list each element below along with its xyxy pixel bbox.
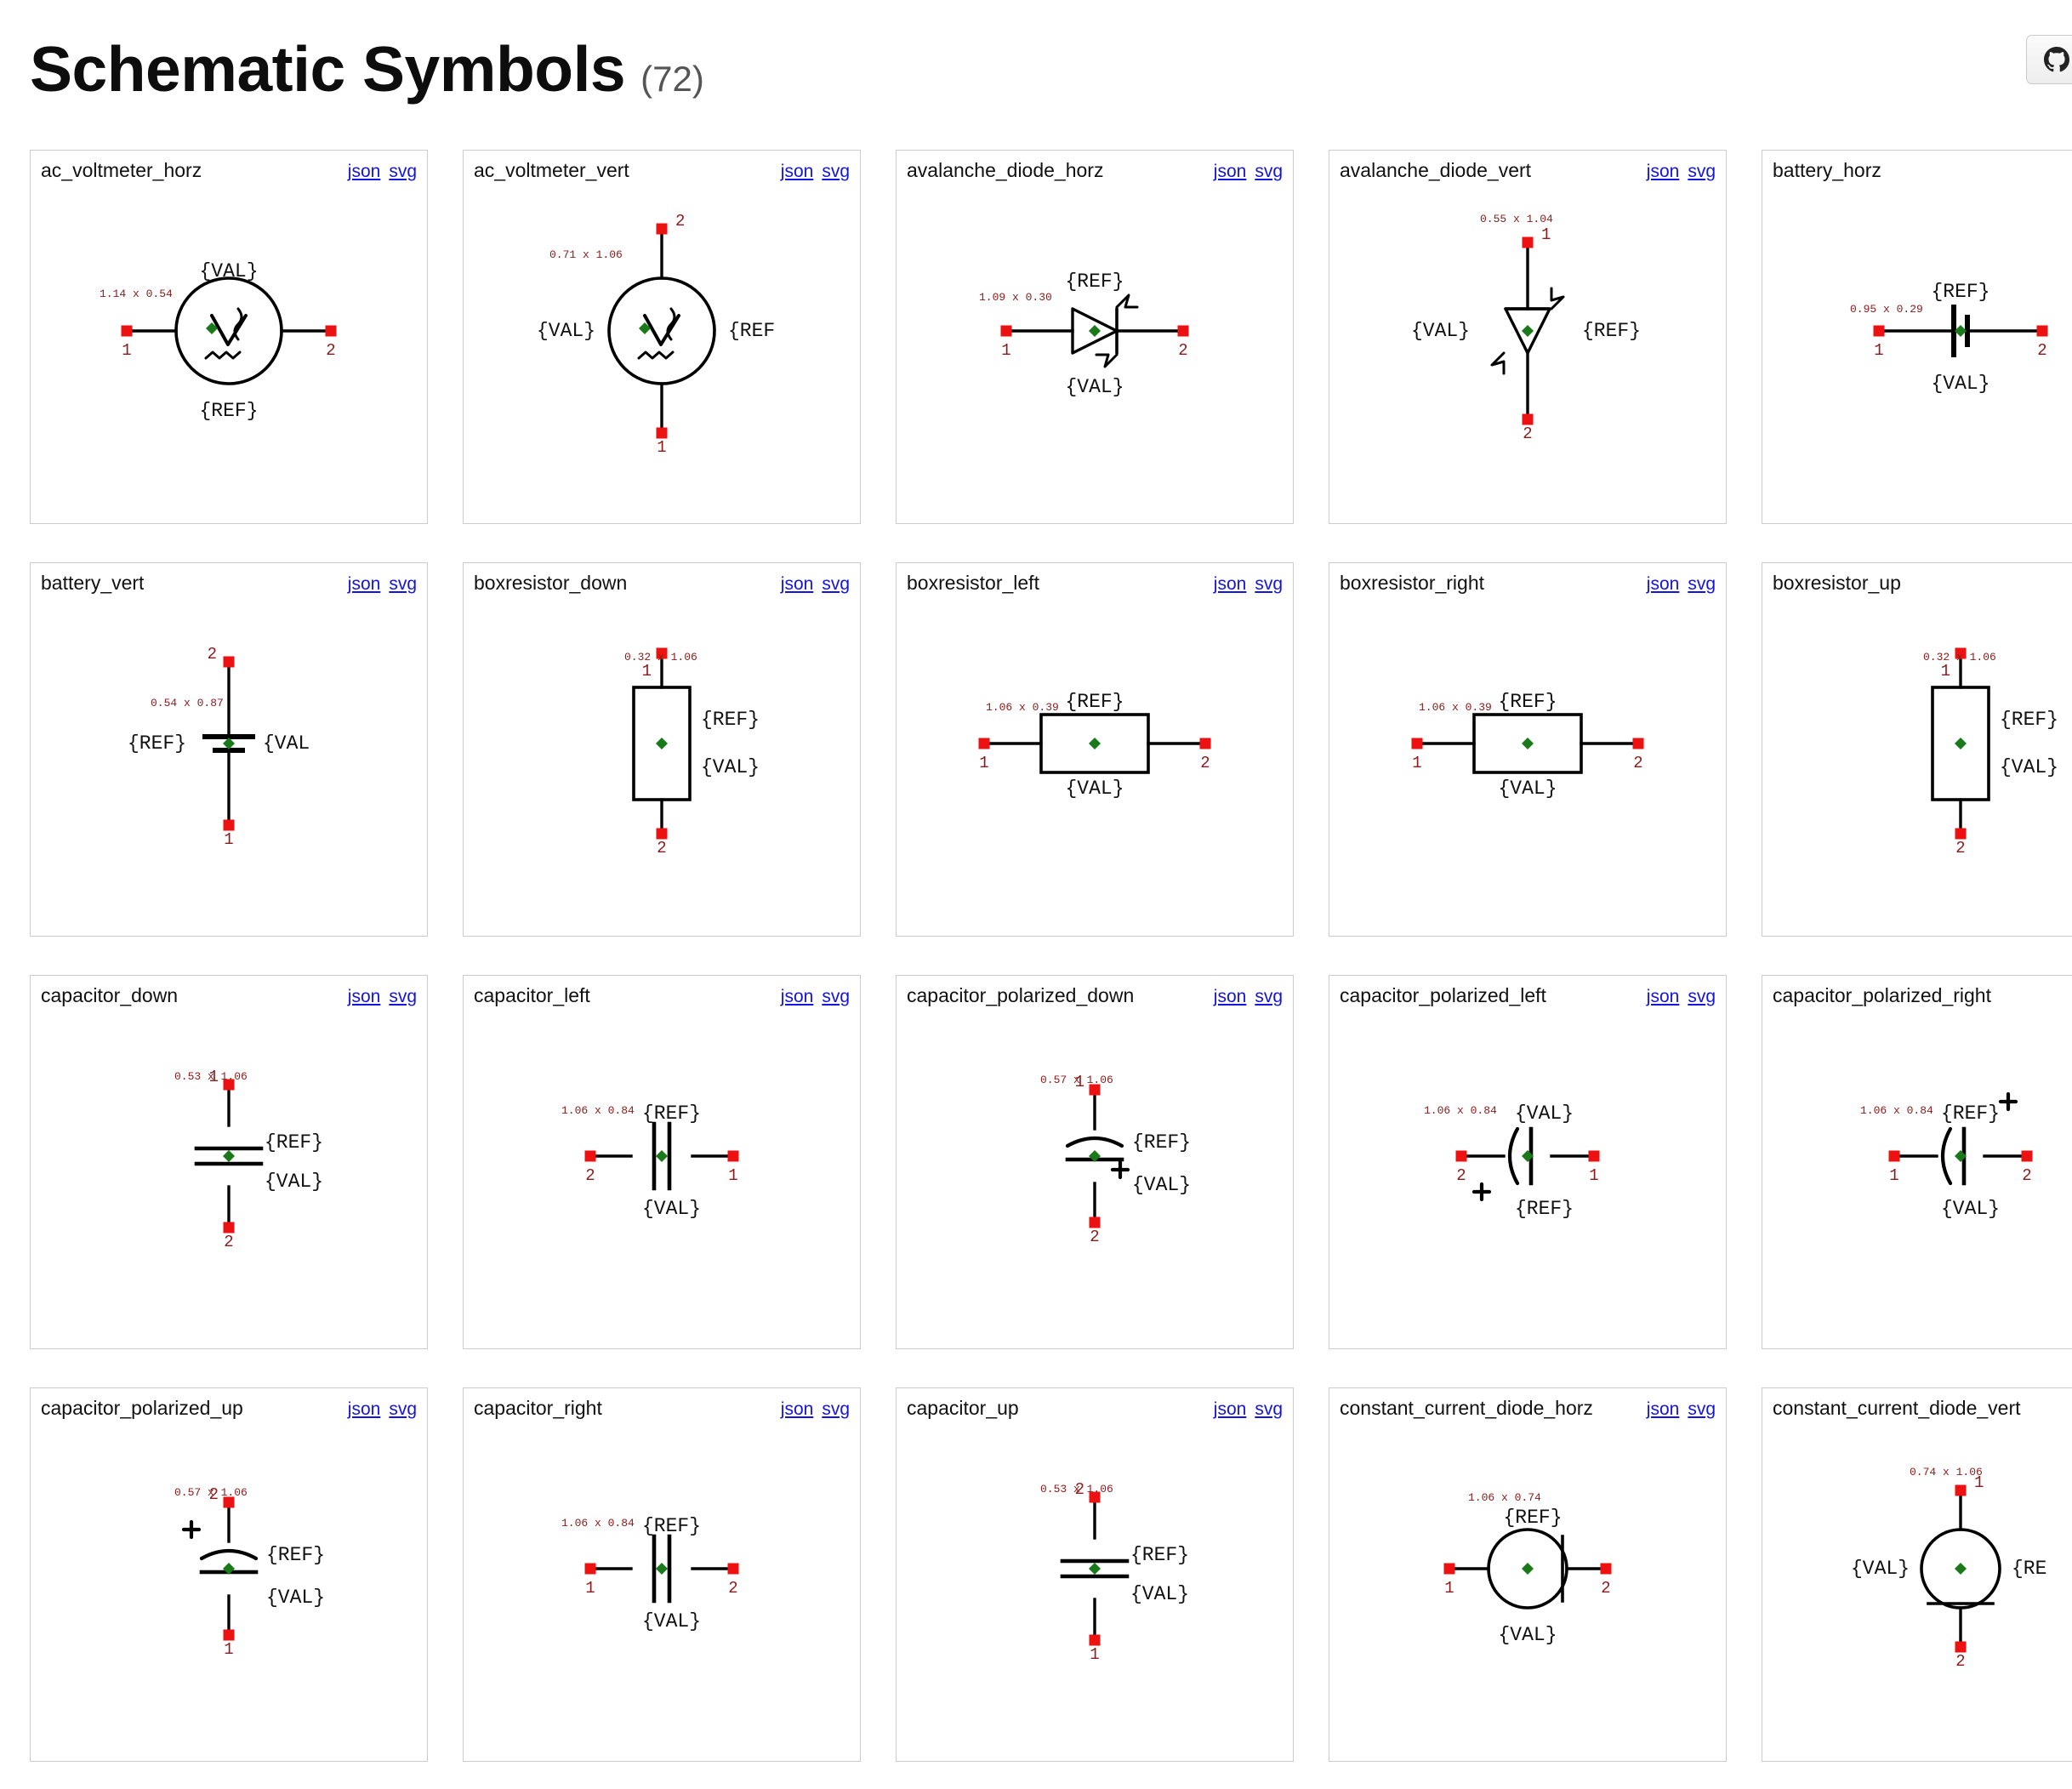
svg-text:{VAL}: {VAL} xyxy=(642,1198,701,1220)
svg-text:{VAL}: {VAL} xyxy=(1130,1583,1189,1605)
svg-text:1.14 x 0.54: 1.14 x 0.54 xyxy=(100,288,173,300)
svg-text:{VAL}: {VAL} xyxy=(265,1171,323,1193)
svg-text:{VAL}: {VAL} xyxy=(266,1587,325,1609)
svg-text:0.32 x 1.06: 0.32 x 1.06 xyxy=(1923,651,1996,664)
svg-text:0.95 x 0.29: 0.95 x 0.29 xyxy=(1850,303,1923,316)
svg-text:2: 2 xyxy=(326,341,335,360)
svg-text:0.32 x 1.06: 0.32 x 1.06 xyxy=(624,651,697,664)
svg-text:2: 2 xyxy=(1200,754,1210,772)
svg-text:{VAL}: {VAL} xyxy=(701,756,760,778)
svg-text:{REF}: {REF} xyxy=(701,709,760,731)
svg-text:{VAL}: {VAL} xyxy=(642,1610,701,1632)
svg-text:{VAL}: {VAL} xyxy=(1411,320,1470,342)
svg-text:{REF}: {REF} xyxy=(266,1544,325,1566)
svg-text:1.06 x 0.84: 1.06 x 0.84 xyxy=(561,1517,635,1530)
svg-text:{REF}: {REF} xyxy=(1582,320,1641,342)
svg-text:1: 1 xyxy=(224,830,233,849)
svg-text:{VAL}: {VAL} xyxy=(1851,1558,1910,1580)
svg-text:{REF}: {REF} xyxy=(1941,1102,2000,1125)
svg-text:{VAL}: {VAL} xyxy=(1498,778,1557,800)
svg-text:2: 2 xyxy=(1955,1652,1965,1671)
svg-text:{REF}: {REF} xyxy=(2000,709,2058,731)
svg-text:1: 1 xyxy=(1412,754,1421,772)
svg-text:0.53 x 1.06: 0.53 x 1.06 xyxy=(1040,1483,1113,1496)
svg-text:{REF}: {REF} xyxy=(1065,691,1124,713)
svg-text:{REF}: {REF} xyxy=(128,732,186,755)
svg-text:2: 2 xyxy=(1523,424,1532,443)
svg-text:{REF}: {REF} xyxy=(642,1515,701,1537)
svg-text:1: 1 xyxy=(728,1166,737,1185)
svg-text:{REF}: {REF} xyxy=(1931,281,1989,303)
svg-text:2: 2 xyxy=(1955,839,1965,857)
svg-text:{REF: {REF xyxy=(728,320,775,342)
svg-text:{REF}: {REF} xyxy=(1503,1507,1562,1529)
svg-text:{RE: {RE xyxy=(2012,1558,2046,1580)
svg-text:{VAL}: {VAL} xyxy=(1065,376,1124,398)
svg-text:2: 2 xyxy=(728,1579,737,1598)
svg-text:0.57 x 1.06: 0.57 x 1.06 xyxy=(1040,1074,1113,1086)
svg-text:1: 1 xyxy=(1874,341,1883,360)
svg-text:{VAL}: {VAL} xyxy=(1941,1198,2000,1220)
svg-text:2: 2 xyxy=(1601,1579,1610,1598)
svg-text:{VAL}: {VAL} xyxy=(1515,1102,1574,1125)
svg-text:{VAL}: {VAL} xyxy=(1931,373,1989,395)
svg-text:{REF}: {REF} xyxy=(265,1131,323,1154)
svg-text:2: 2 xyxy=(1633,754,1642,772)
svg-text:{VAL}: {VAL} xyxy=(1065,778,1124,800)
svg-text:{VAL}: {VAL} xyxy=(1498,1624,1557,1646)
svg-text:{REF}: {REF} xyxy=(1132,1131,1191,1154)
svg-text:1: 1 xyxy=(642,662,652,681)
svg-text:{REF}: {REF} xyxy=(1515,1198,1574,1220)
svg-text:2: 2 xyxy=(2022,1166,2031,1185)
svg-text:{VAL}: {VAL} xyxy=(2000,756,2058,778)
svg-text:1: 1 xyxy=(657,438,666,457)
svg-text:1: 1 xyxy=(1001,341,1010,360)
svg-text:2: 2 xyxy=(1090,1228,1099,1246)
svg-text:{REF}: {REF} xyxy=(1130,1544,1189,1566)
svg-text:1.06 x 0.39: 1.06 x 0.39 xyxy=(1419,701,1492,714)
svg-text:1: 1 xyxy=(1444,1579,1454,1598)
svg-text:1: 1 xyxy=(1090,1645,1099,1664)
svg-text:1: 1 xyxy=(1589,1166,1598,1185)
svg-text:{REF}: {REF} xyxy=(1065,271,1124,293)
svg-text:1: 1 xyxy=(122,341,131,360)
svg-text:1: 1 xyxy=(979,754,988,772)
svg-text:0.55 x 1.04: 0.55 x 1.04 xyxy=(1480,213,1553,225)
svg-text:1: 1 xyxy=(1941,662,1950,681)
svg-text:{VAL: {VAL xyxy=(263,732,310,755)
svg-text:1: 1 xyxy=(1889,1166,1898,1185)
svg-text:0.74 x 1.06: 0.74 x 1.06 xyxy=(1910,1466,1983,1478)
svg-text:1.06 x 0.74: 1.06 x 0.74 xyxy=(1468,1491,1541,1504)
svg-text:1.06 x 0.39: 1.06 x 0.39 xyxy=(986,701,1059,714)
svg-text:0.57 x 1.06: 0.57 x 1.06 xyxy=(174,1486,248,1499)
svg-text:1: 1 xyxy=(585,1579,595,1598)
svg-text:2: 2 xyxy=(1456,1166,1466,1185)
svg-text:2: 2 xyxy=(675,212,685,231)
svg-text:1: 1 xyxy=(1541,225,1551,244)
svg-text:2: 2 xyxy=(208,645,217,664)
svg-text:1.06 x 0.84: 1.06 x 0.84 xyxy=(561,1104,635,1117)
svg-text:0.54 x 0.87: 0.54 x 0.87 xyxy=(151,697,224,709)
svg-text:{VAL}: {VAL} xyxy=(537,320,595,342)
svg-text:2: 2 xyxy=(224,1233,233,1251)
svg-text:1.06 x 0.84: 1.06 x 0.84 xyxy=(1424,1104,1497,1117)
svg-text:1.09 x 0.30: 1.09 x 0.30 xyxy=(979,291,1052,304)
svg-text:0.71 x 1.06: 0.71 x 1.06 xyxy=(549,248,623,261)
svg-text:{REF}: {REF} xyxy=(1498,691,1557,713)
svg-text:2: 2 xyxy=(657,839,666,857)
svg-text:2: 2 xyxy=(2037,341,2046,360)
svg-text:{VAL}: {VAL} xyxy=(199,260,258,282)
svg-text:2: 2 xyxy=(1178,341,1187,360)
svg-text:1.06 x 0.84: 1.06 x 0.84 xyxy=(1860,1104,1933,1117)
svg-text:{VAL}: {VAL} xyxy=(1132,1174,1191,1196)
svg-text:0.53 x 1.06: 0.53 x 1.06 xyxy=(174,1070,248,1083)
svg-text:2: 2 xyxy=(585,1166,595,1185)
svg-text:{REF}: {REF} xyxy=(642,1102,701,1125)
svg-text:{REF}: {REF} xyxy=(199,400,258,422)
svg-text:1: 1 xyxy=(224,1640,233,1659)
